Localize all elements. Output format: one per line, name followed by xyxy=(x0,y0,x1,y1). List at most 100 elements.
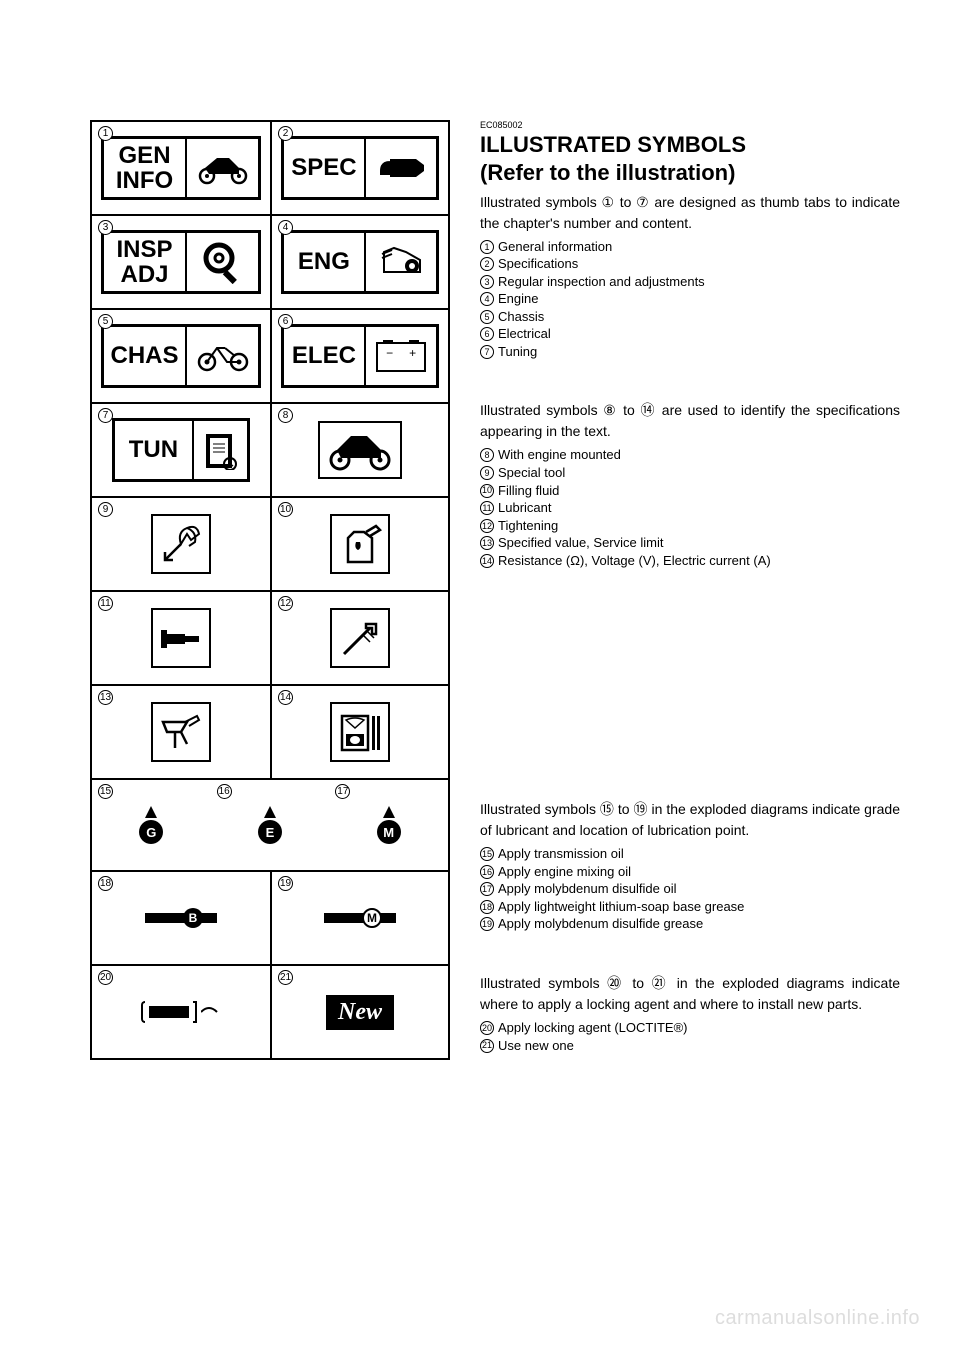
special-tool-icon xyxy=(151,514,211,574)
circled-number: 16 xyxy=(480,865,494,879)
definition-text: Lubricant xyxy=(498,499,551,517)
cell-13: 13 xyxy=(92,686,270,778)
definition-text: Engine xyxy=(498,290,538,308)
definition-line: 19Apply molybdenum disulfide grease xyxy=(480,915,900,933)
badge-21: 21 xyxy=(278,970,293,985)
engine-icon xyxy=(366,244,436,280)
definition-text: Apply lightweight lithium-soap base grea… xyxy=(498,898,744,916)
cell-15: 15 G xyxy=(92,780,211,870)
circled-number: 11 xyxy=(480,501,494,515)
circled-number: 19 xyxy=(480,917,494,931)
tab-label-adj: ADJ xyxy=(121,262,169,287)
circled-number: 5 xyxy=(480,310,494,324)
circled-number: 18 xyxy=(480,900,494,914)
section4-para: Illustrated symbols ⑳ to ㉑ in the explod… xyxy=(480,973,900,1015)
oil-e-icon: E xyxy=(258,806,282,844)
definition-line: 1 General information xyxy=(480,238,900,256)
definition-line: 16 Apply engine mixing oil xyxy=(480,863,900,881)
badge-5: 5 xyxy=(98,314,113,329)
circled-number: 4 xyxy=(480,292,494,306)
tab-label-spec: SPEC xyxy=(284,139,366,197)
cell-16: 16 E xyxy=(211,780,330,870)
badge-4: 4 xyxy=(278,220,293,235)
grid-outer: 1 GENINFO 2 SPEC xyxy=(90,120,450,1060)
tab-insp-adj: INSPADJ xyxy=(101,230,261,294)
badge-18: 18 xyxy=(98,876,113,891)
tab-label-gen: GEN xyxy=(119,143,171,168)
watermark: carmanualsonline.info xyxy=(715,1307,920,1330)
definition-line: 11 Lubricant xyxy=(480,499,900,517)
definition-line: 2Specifications xyxy=(480,255,900,273)
cell-9: 9 xyxy=(92,498,270,590)
cell-8: 8 xyxy=(270,404,448,496)
definition-line: 12Tightening xyxy=(480,517,900,535)
battery-icon: −+ xyxy=(366,340,436,372)
tab-label-tun: TUN xyxy=(115,421,195,479)
badge-20: 20 xyxy=(98,970,113,985)
tab-spec: SPEC xyxy=(281,136,439,200)
section3-list: 15Apply transmission oil16Apply engine m… xyxy=(480,845,900,933)
definition-text: Filling fluid xyxy=(498,482,559,500)
badge-15: 15 xyxy=(98,784,113,799)
badge-14: 14 xyxy=(278,690,293,705)
badge-6: 6 xyxy=(278,314,293,329)
badge-9: 9 xyxy=(98,502,113,517)
loctite-icon xyxy=(141,1001,221,1023)
circled-number: 21 xyxy=(480,1039,494,1053)
definition-line: 10 Filling fluid xyxy=(480,482,900,500)
cell-10: 10 xyxy=(270,498,448,590)
section2-list: 8 With engine mounted9Special tool 10 Filli… xyxy=(480,446,900,569)
definition-line: 17Apply molybdenum disulfide oil xyxy=(480,880,900,898)
definition-line: 18 Apply lightweight lithium-soap base gr… xyxy=(480,898,900,916)
grease-m-icon: M xyxy=(324,908,396,928)
badge-10: 10 xyxy=(278,502,293,517)
definition-text: General information xyxy=(498,238,612,256)
definition-line: 6Electrical xyxy=(480,325,900,343)
circled-number: 1 xyxy=(480,240,494,254)
section4-list: 20Apply locking agent (LOCTITE®) 21 Use ne… xyxy=(480,1019,900,1054)
grease-m-label: M xyxy=(362,908,382,928)
doc-id: EC085002 xyxy=(480,120,900,130)
circled-number: 8 xyxy=(480,448,494,462)
circled-number: 13 xyxy=(480,536,494,550)
page-heading: ILLUSTRATED SYMBOLS xyxy=(480,132,900,157)
circled-number: 12 xyxy=(480,519,494,533)
caliper-icon xyxy=(151,702,211,762)
circled-number: 20 xyxy=(480,1021,494,1035)
oil-m-icon: M xyxy=(377,806,401,844)
badge-19: 19 xyxy=(278,876,293,891)
tab-tun: TUN xyxy=(112,418,251,482)
cell-12: 12 xyxy=(270,592,448,684)
definition-line: 4 Engine xyxy=(480,290,900,308)
tightening-icon xyxy=(330,608,390,668)
definition-line: 3Regular inspection and adjustments xyxy=(480,273,900,291)
page: 1 GENINFO 2 SPEC xyxy=(0,0,960,1100)
multimeter-icon xyxy=(330,702,390,762)
definition-text: Special tool xyxy=(498,464,565,482)
definition-line: 5Chassis xyxy=(480,308,900,326)
circled-number: 10 xyxy=(480,484,494,498)
section2-para: Illustrated symbols ⑧ to ⑭ are used to i… xyxy=(480,400,900,442)
definition-text: Apply engine mixing oil xyxy=(498,863,631,881)
symbol-grid: 1 GENINFO 2 SPEC xyxy=(90,120,450,1060)
definition-line: 13Specified value, Service limit xyxy=(480,534,900,552)
cell-6: 6 ELEC −+ xyxy=(270,310,448,402)
page-subheading: (Refer to the illustration) xyxy=(480,160,900,185)
definition-line: 20Apply locking agent (LOCTITE®) xyxy=(480,1019,900,1037)
cell-3: 3 INSPADJ xyxy=(92,216,270,308)
badge-11: 11 xyxy=(98,596,113,611)
section1-list: 1 General information2Specifications3Regu… xyxy=(480,238,900,361)
text-column: EC085002 ILLUSTRATED SYMBOLS (Refer to t… xyxy=(480,120,900,1060)
tab-label-chas: CHAS xyxy=(104,327,187,385)
badge-16: 16 xyxy=(217,784,232,799)
definition-text: Use new one xyxy=(498,1037,574,1055)
grease-b-icon: B xyxy=(145,908,217,928)
badge-2: 2 xyxy=(278,126,293,141)
definition-text: With engine mounted xyxy=(498,446,621,464)
definition-line: 9Special tool xyxy=(480,464,900,482)
circled-number: 3 xyxy=(480,275,494,289)
battery-minus: − xyxy=(386,346,393,360)
oil-g-icon: G xyxy=(139,806,163,844)
magnifier-icon xyxy=(187,240,258,284)
tab-label-eng: ENG xyxy=(284,233,366,291)
